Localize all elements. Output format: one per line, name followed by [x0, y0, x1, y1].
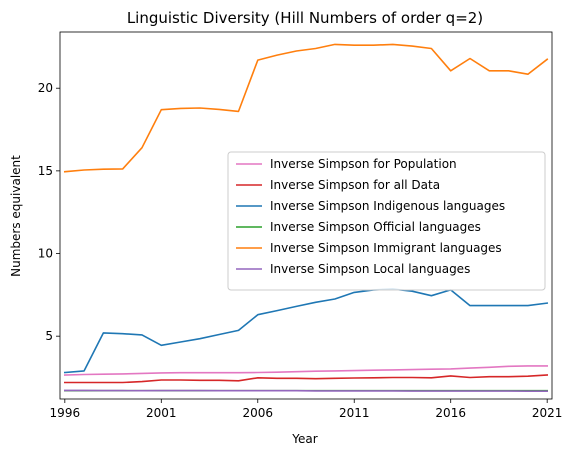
x-axis: 1996 2001 2006 2011 2016 2021: [50, 399, 562, 420]
y-tick-label: 15: [38, 164, 53, 178]
y-axis-label: Numbers equivalent: [9, 155, 23, 277]
series-line: [63, 365, 549, 376]
chart-title: Linguistic Diversity (Hill Numbers of or…: [127, 9, 483, 27]
legend-label: Inverse Simpson Local languages: [270, 262, 470, 276]
legend-label: Inverse Simpson Immigrant languages: [270, 241, 502, 255]
series-line: [64, 389, 549, 393]
y-tick-label: 10: [38, 247, 53, 261]
x-axis-label: Year: [291, 432, 317, 446]
series-line: [64, 374, 549, 384]
y-tick-label: 20: [38, 81, 53, 95]
legend-label: Inverse Simpson Official languages: [270, 220, 481, 234]
x-tick-label: 2006: [242, 406, 273, 420]
y-tick-label: 5: [45, 329, 53, 343]
x-tick-label: 2016: [435, 406, 466, 420]
x-tick-label: 2011: [339, 406, 370, 420]
legend: Inverse Simpson for Population Inverse Si…: [227, 151, 546, 291]
x-tick-label: 2001: [146, 406, 177, 420]
plot-frame: [59, 31, 553, 400]
series-layer: [63, 43, 549, 393]
legend-label: Inverse Simpson Indigenous languages: [270, 199, 505, 213]
series-line: [63, 43, 549, 173]
legend-box: [227, 151, 546, 291]
x-tick-label: 2021: [532, 406, 562, 420]
y-axis: 5 10 15 20: [38, 81, 60, 343]
legend-label: Inverse Simpson for Population: [270, 157, 457, 171]
x-tick-label: 1996: [50, 406, 81, 420]
legend-label: Inverse Simpson for all Data: [270, 178, 440, 192]
series-line: [63, 288, 549, 374]
